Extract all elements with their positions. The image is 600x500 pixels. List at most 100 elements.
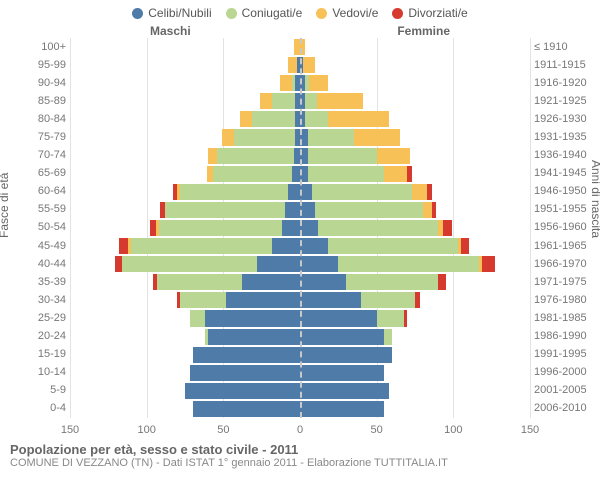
male-label: Maschi — [150, 24, 191, 38]
bar-segment — [308, 148, 377, 164]
bars-female — [300, 39, 600, 55]
bar-segment — [208, 329, 300, 345]
bar-segment — [305, 111, 328, 127]
bar-segment — [292, 166, 300, 182]
legend-item: Coniugati/e — [226, 6, 303, 20]
bar-segment — [260, 93, 272, 109]
bar-segment — [119, 238, 128, 254]
bars-female — [300, 220, 600, 236]
bar-segment — [377, 310, 405, 326]
bar-segment — [131, 238, 272, 254]
bars-female — [300, 129, 600, 145]
bar-segment — [300, 365, 384, 381]
bar-segment — [213, 166, 293, 182]
bar-segment — [242, 274, 300, 290]
legend-item: Celibi/Nubili — [132, 6, 211, 20]
legend: Celibi/Nubili Coniugati/e Vedovi/e Divorzia… — [0, 0, 600, 20]
bar-segment — [308, 166, 385, 182]
bar-segment — [234, 129, 295, 145]
bars-male — [0, 329, 300, 345]
x-tick: 150 — [61, 424, 79, 436]
bar-segment — [159, 220, 282, 236]
bar-segment — [361, 292, 415, 308]
chart-area: Fasce di età Anni di nascita 100+≤ 19109… — [0, 38, 600, 438]
bar-segment — [407, 166, 412, 182]
bars-female — [300, 75, 600, 91]
bar-segment — [317, 93, 363, 109]
bar-segment — [300, 310, 377, 326]
bar-segment — [309, 75, 327, 91]
footer-title: Popolazione per età, sesso e stato civil… — [10, 442, 590, 457]
bar-segment — [305, 93, 317, 109]
bar-segment — [205, 310, 300, 326]
center-line — [300, 38, 302, 418]
bar-segment — [208, 148, 217, 164]
bar-segment — [288, 57, 297, 73]
bar-segment — [226, 292, 300, 308]
legend-swatch — [392, 8, 403, 19]
legend-item: Vedovi/e — [316, 6, 378, 20]
bar-segment — [300, 347, 392, 363]
bars-male — [0, 148, 300, 164]
x-tick: 50 — [371, 424, 383, 436]
bar-segment — [384, 166, 407, 182]
bar-segment — [240, 111, 252, 127]
bar-segment — [328, 238, 458, 254]
bar-segment — [427, 184, 432, 200]
bar-segment — [115, 256, 123, 272]
bars-male — [0, 383, 300, 399]
bars-male — [0, 202, 300, 218]
bars-female — [300, 256, 600, 272]
bar-segment — [180, 292, 226, 308]
bar-segment — [272, 238, 300, 254]
bar-segment — [122, 256, 257, 272]
bars-male — [0, 310, 300, 326]
legend-label: Divorziati/e — [408, 6, 467, 20]
legend-label: Coniugati/e — [242, 6, 303, 20]
bar-segment — [354, 129, 400, 145]
bar-segment — [165, 202, 285, 218]
bar-segment — [312, 184, 412, 200]
bar-segment — [190, 365, 300, 381]
bars-female — [300, 274, 600, 290]
bar-segment — [300, 329, 384, 345]
bars-male — [0, 39, 300, 55]
bar-segment — [285, 202, 300, 218]
bars-male — [0, 129, 300, 145]
bars-female — [300, 148, 600, 164]
footer: Popolazione per età, sesso e stato civil… — [0, 438, 600, 469]
bar-segment — [288, 184, 300, 200]
bar-segment — [328, 111, 389, 127]
bar-segment — [315, 202, 422, 218]
x-tick: 0 — [297, 424, 303, 436]
bars-male — [0, 292, 300, 308]
bar-segment — [193, 347, 300, 363]
bar-segment — [404, 310, 407, 326]
pyramid-chart: Celibi/Nubili Coniugati/e Vedovi/e Divorzia… — [0, 0, 600, 500]
bar-segment — [303, 57, 315, 73]
bars-male — [0, 274, 300, 290]
bar-segment — [300, 401, 384, 417]
bars-male — [0, 220, 300, 236]
bar-segment — [252, 111, 295, 127]
bar-segment — [300, 274, 346, 290]
bar-segment — [423, 202, 432, 218]
bar-segment — [338, 256, 479, 272]
bar-segment — [190, 310, 205, 326]
bars-female — [300, 292, 600, 308]
bars-female — [300, 238, 600, 254]
bars-female — [300, 365, 600, 381]
legend-item: Divorziati/e — [392, 6, 467, 20]
x-axis: 15010050050100150 — [70, 418, 530, 438]
bar-segment — [438, 274, 446, 290]
x-tick: 100 — [444, 424, 462, 436]
bar-segment — [272, 93, 295, 109]
bar-segment — [282, 220, 300, 236]
bars-male — [0, 111, 300, 127]
bar-segment — [432, 202, 437, 218]
bars-male — [0, 57, 300, 73]
plot: 100+≤ 191095-991911-191590-941916-192085… — [70, 38, 530, 438]
bar-segment — [157, 274, 241, 290]
bars-female — [300, 184, 600, 200]
bar-segment — [318, 220, 438, 236]
